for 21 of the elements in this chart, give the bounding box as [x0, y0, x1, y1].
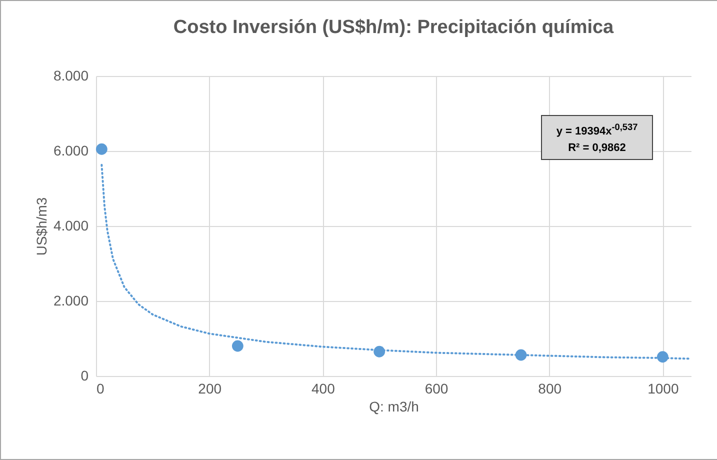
y-tick-label: 4.000 — [53, 218, 89, 234]
x-tick-label: 800 — [538, 380, 562, 396]
x-tick-label: 200 — [198, 380, 222, 396]
chart-title: Costo Inversión (US$h/m): Precipitación química — [173, 17, 614, 38]
annotation: R² = 0,9862 — [567, 140, 627, 156]
y-tick-label: 6.000 — [53, 142, 89, 158]
y-tick-label: 8.000 — [53, 68, 89, 84]
x-axis-title: Q: m3/h — [369, 398, 419, 414]
point — [656, 351, 668, 363]
x-tick-label: 400 — [311, 380, 336, 396]
point — [96, 143, 108, 155]
point — [374, 346, 386, 358]
point — [232, 340, 244, 352]
x-tick-label: 0 — [96, 380, 104, 396]
annotation: y = 19394x$^{-0,537}$ — [555, 121, 639, 140]
y-axis-title: US$h/m3 — [33, 197, 50, 256]
x-tick-label: 1000 — [648, 380, 679, 396]
point — [515, 349, 527, 361]
y-tick-label: 0 — [80, 368, 89, 384]
x-tick-label: 600 — [424, 380, 448, 396]
y-tick-label: 2.000 — [53, 292, 89, 308]
